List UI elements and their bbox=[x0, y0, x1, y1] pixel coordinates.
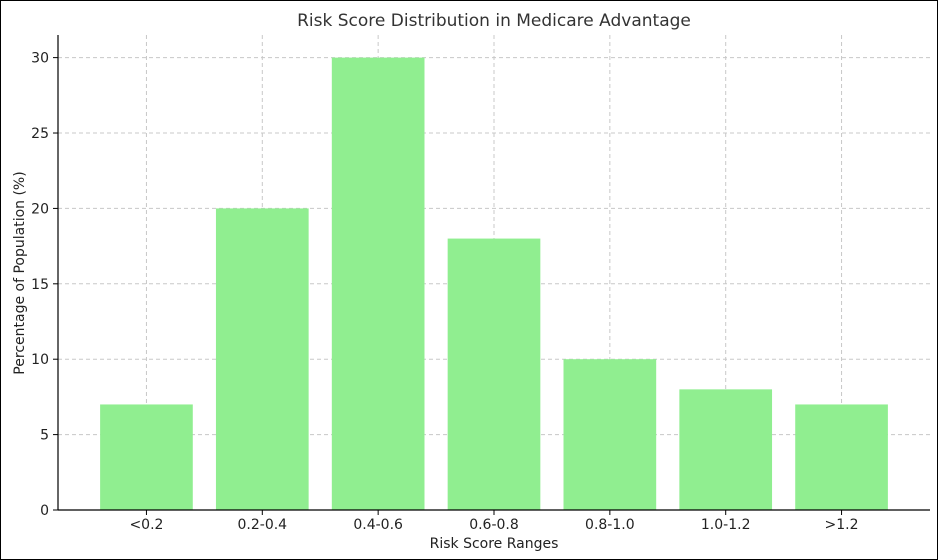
chart-title: Risk Score Distribution in Medicare Adva… bbox=[297, 11, 691, 31]
y-axis-label: Percentage of Population (%) bbox=[12, 171, 28, 374]
x-tick-label: 1.0-1.2 bbox=[701, 517, 751, 533]
y-tick-label: 0 bbox=[40, 503, 49, 519]
x-ticks: <0.2 0.2-0.4 0.4-0.6 0.6-0.8 0.8-1.0 1.0-1.2 >… bbox=[129, 510, 859, 533]
bar-3 bbox=[447, 238, 541, 511]
y-tick-label: 20 bbox=[31, 201, 49, 217]
bar-5 bbox=[679, 389, 773, 510]
x-tick-label: 0.6-0.8 bbox=[469, 517, 519, 533]
y-tick-label: 25 bbox=[31, 126, 49, 142]
x-tick-label: 0.2-0.4 bbox=[238, 517, 288, 533]
bar-0 bbox=[100, 404, 193, 510]
bar-1 bbox=[215, 208, 309, 510]
bar-6 bbox=[795, 404, 888, 510]
x-tick-label: 0.4-0.6 bbox=[353, 517, 403, 533]
y-tick-label: 15 bbox=[31, 277, 49, 293]
x-tick-label: >1.2 bbox=[825, 517, 859, 533]
bars bbox=[100, 57, 888, 511]
y-tick-label: 10 bbox=[31, 352, 49, 368]
bar-2 bbox=[331, 57, 425, 510]
y-ticks: 0 5 10 15 20 25 30 bbox=[31, 51, 58, 519]
y-tick-label: 30 bbox=[31, 51, 49, 67]
x-tick-label: 0.8-1.0 bbox=[585, 517, 635, 533]
bar-4 bbox=[563, 359, 657, 510]
y-tick-label: 5 bbox=[40, 428, 49, 444]
x-tick-label: <0.2 bbox=[129, 517, 163, 533]
x-axis-label: Risk Score Ranges bbox=[430, 536, 559, 552]
